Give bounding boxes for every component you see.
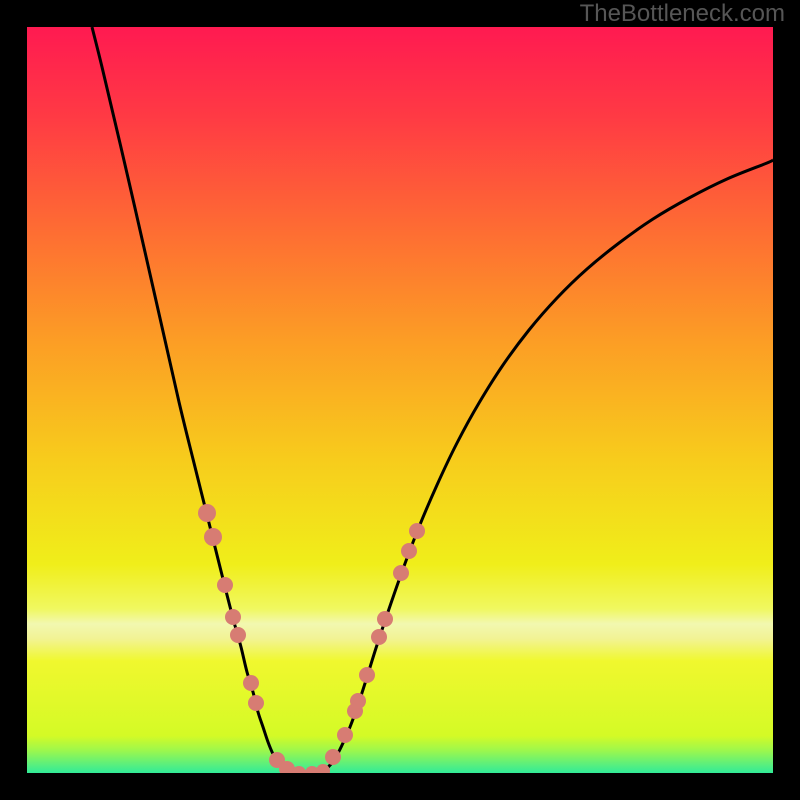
marker-right-0	[325, 749, 341, 765]
plot-area	[27, 27, 773, 773]
marker-left-2	[217, 577, 233, 593]
marker-right-3	[350, 693, 366, 709]
right-curve	[320, 160, 773, 773]
border-right	[773, 0, 800, 800]
marker-left-1	[204, 528, 222, 546]
watermark-text: TheBottleneck.com	[580, 0, 785, 28]
border-bottom	[0, 773, 800, 800]
marker-right-6	[377, 611, 393, 627]
curves-layer	[27, 27, 773, 773]
marker-right-8	[401, 543, 417, 559]
marker-right-4	[359, 667, 375, 683]
marker-right-7	[393, 565, 409, 581]
marker-left-3	[225, 609, 241, 625]
border-left	[0, 0, 27, 800]
marker-left-4	[230, 627, 246, 643]
marker-right-1	[337, 727, 353, 743]
marker-left-5	[243, 675, 259, 691]
chart-frame: TheBottleneck.com	[0, 0, 800, 800]
marker-left-6	[248, 695, 264, 711]
marker-right-9	[409, 523, 425, 539]
marker-right-5	[371, 629, 387, 645]
left-curve	[92, 27, 295, 773]
marker-left-0	[198, 504, 216, 522]
